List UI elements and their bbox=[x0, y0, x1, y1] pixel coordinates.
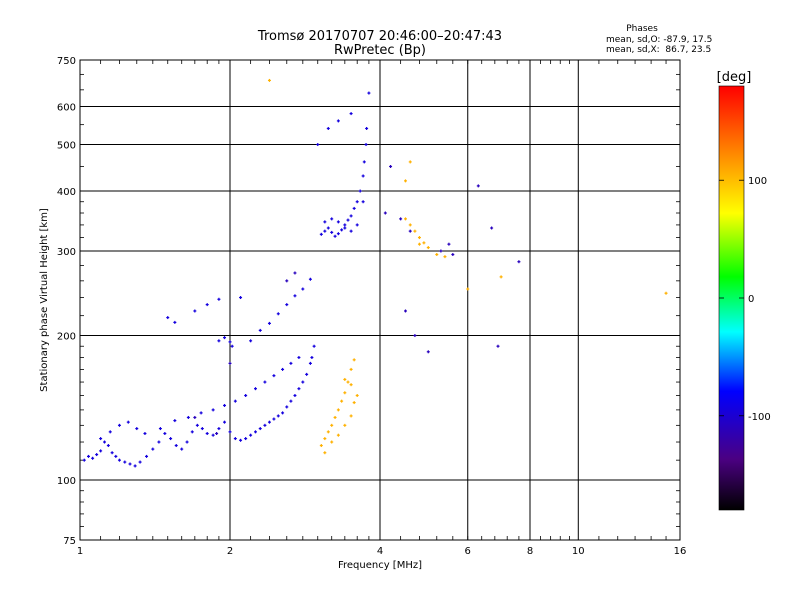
x-tick-label: 1 bbox=[77, 546, 83, 557]
x-tick-label: 8 bbox=[527, 546, 533, 557]
y-tick-label: 200 bbox=[57, 332, 76, 343]
x-tick-labels: 1 2 4 6 8 10 16 bbox=[77, 546, 687, 557]
phases-box-o-mode: mean, sd,O: -87.9, 17.5 bbox=[606, 35, 712, 45]
x-tick-label: 4 bbox=[377, 546, 383, 557]
x-tick-label: 16 bbox=[674, 546, 687, 557]
y-tick-label: 600 bbox=[57, 103, 76, 114]
grid-lines bbox=[80, 60, 680, 540]
colorbar-tick-label: -100 bbox=[748, 412, 771, 423]
phases-box-x-mode: mean, sd,X: 86.7, 23.5 bbox=[606, 45, 711, 55]
y-axis-label: Stationary phase Virtual Height [km] bbox=[39, 208, 50, 392]
colorbar-tick-label: 0 bbox=[748, 294, 754, 305]
chart-subtitle: RwPretec (Bp) bbox=[334, 43, 426, 58]
x-axis-label: Frequency [MHz] bbox=[338, 560, 422, 571]
colorbar-label: [deg] bbox=[717, 70, 752, 85]
y-tick-label: 300 bbox=[57, 247, 76, 258]
chart-title: Tromsø 20170707 20:46:00–20:47:43 bbox=[257, 29, 502, 44]
axis-ticks bbox=[80, 60, 680, 540]
data-points bbox=[82, 78, 668, 468]
colorbar-tick-label: 100 bbox=[748, 176, 767, 187]
y-tick-label: 500 bbox=[57, 141, 76, 152]
y-tick-label: 400 bbox=[57, 187, 76, 198]
y-tick-labels: 75 100 200 300 400 500 600 750 bbox=[57, 56, 76, 547]
x-tick-label: 6 bbox=[465, 546, 471, 557]
y-tick-label: 75 bbox=[63, 536, 76, 547]
x-tick-label: 10 bbox=[572, 546, 585, 557]
y-tick-label: 750 bbox=[57, 56, 76, 67]
y-tick-label: 100 bbox=[57, 476, 76, 487]
phases-box-title: Phases bbox=[626, 24, 658, 34]
colorbar-ticks: 100 0 -100 bbox=[719, 176, 771, 423]
x-tick-label: 2 bbox=[227, 546, 233, 557]
